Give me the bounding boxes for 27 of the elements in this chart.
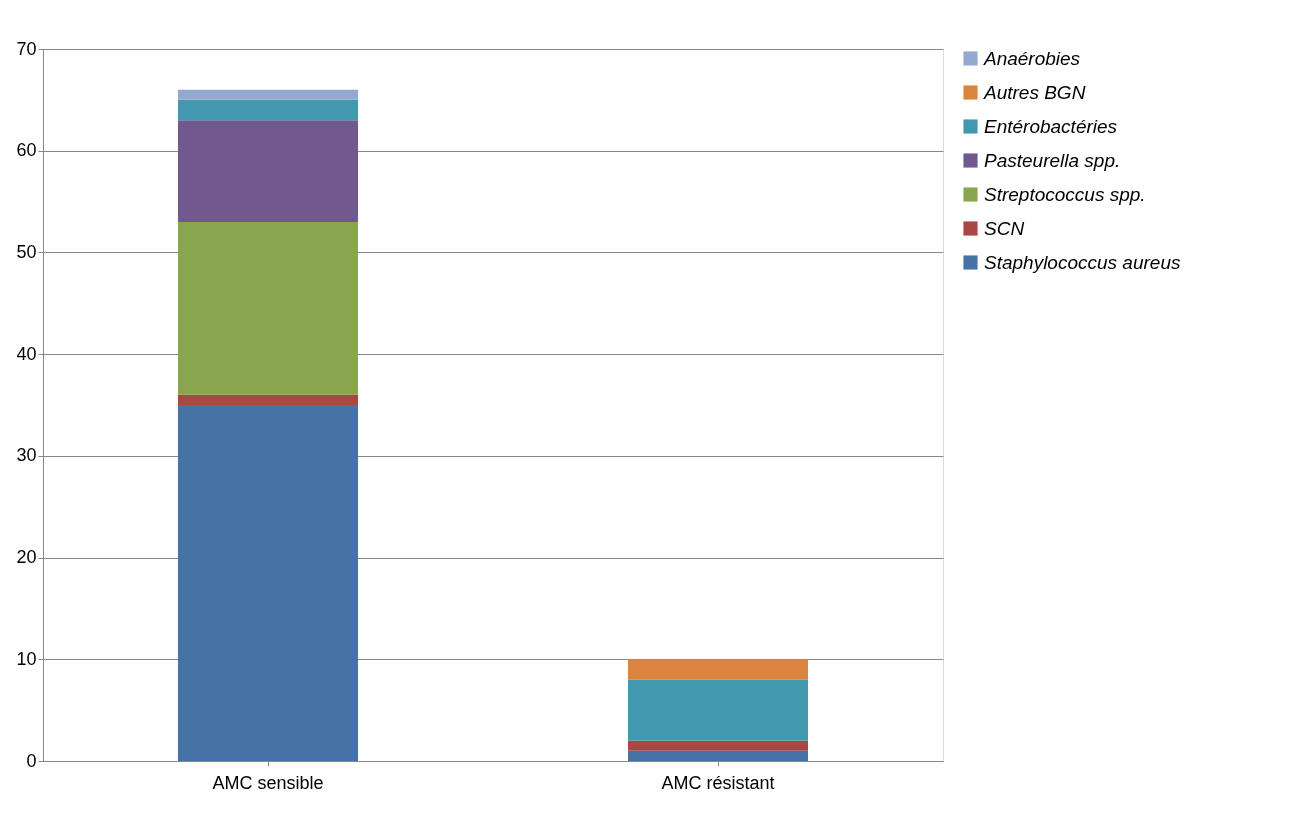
legend-label: Streptococcus spp. [984, 183, 1146, 205]
y-tick-label: 40 [16, 343, 37, 364]
legend-label: SCN [984, 217, 1025, 239]
x-tick-label: AMC résistant [661, 772, 775, 793]
bar [628, 659, 808, 680]
legend-label: Pasteurella spp. [984, 149, 1121, 171]
y-tick-label: 50 [16, 241, 37, 262]
bar [628, 679, 808, 741]
y-tick-label: 60 [16, 140, 37, 161]
legend-label: Staphylococcus aureus [984, 251, 1181, 273]
legend-label: Autres BGN [983, 81, 1086, 103]
bar [178, 394, 358, 405]
y-tick-label: 20 [16, 547, 37, 568]
bar [178, 221, 358, 395]
legend-label: Anaérobies [983, 47, 1081, 69]
bar [178, 120, 358, 222]
y-tick-label: 10 [16, 648, 37, 669]
bar [178, 89, 358, 100]
y-tick-label: 70 [16, 38, 37, 59]
bar [178, 99, 358, 121]
bar [628, 750, 808, 761]
y-tick-label: 30 [16, 445, 37, 466]
bar [628, 740, 808, 751]
y-tick-label: 0 [26, 750, 37, 771]
bar [178, 405, 358, 761]
x-tick-label: AMC sensible [212, 772, 324, 793]
legend-label: Entérobactéries [984, 115, 1118, 137]
